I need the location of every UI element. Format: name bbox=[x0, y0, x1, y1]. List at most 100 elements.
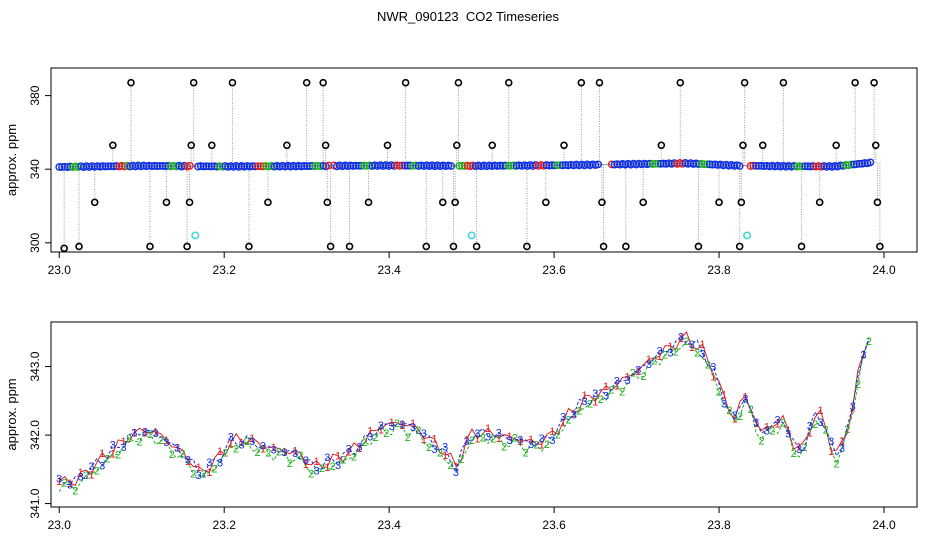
series-1-point: 1 bbox=[88, 470, 94, 482]
outlier-point bbox=[187, 141, 196, 150]
outlier-point bbox=[622, 242, 630, 251]
data-point bbox=[654, 159, 662, 168]
series-3-point: 3 bbox=[217, 458, 223, 470]
data-point bbox=[659, 159, 668, 168]
top-y-axis-label: approx. ppm bbox=[4, 124, 19, 196]
series-2-point: 2 bbox=[297, 450, 303, 462]
data-point bbox=[735, 162, 744, 170]
data-point bbox=[150, 161, 159, 170]
outlier-point bbox=[60, 244, 68, 253]
data-point bbox=[703, 160, 711, 169]
data-point bbox=[556, 161, 564, 170]
series-1-point: 1 bbox=[378, 424, 384, 436]
series-2-point: 2 bbox=[394, 418, 400, 430]
outlier-point bbox=[185, 198, 194, 207]
series-1-point: 1 bbox=[839, 436, 845, 448]
outlier-point bbox=[737, 198, 746, 207]
series-3-point: 3 bbox=[196, 470, 202, 482]
series-2-point: 2 bbox=[608, 384, 614, 396]
series-3-point: 3 bbox=[88, 461, 94, 473]
bottom-y-tick-label: 342.0 bbox=[28, 420, 42, 450]
bottom-x-tick-label: 23.0 bbox=[48, 518, 72, 532]
series-2-point: 2 bbox=[158, 435, 164, 447]
data-point bbox=[697, 159, 706, 168]
series-3-point: 3 bbox=[453, 467, 459, 479]
data-point bbox=[308, 162, 317, 170]
data-point bbox=[458, 161, 466, 170]
series-3-point: 3 bbox=[635, 364, 641, 376]
series-1-point: 1 bbox=[464, 434, 470, 446]
outlier-point bbox=[401, 78, 410, 87]
data-point bbox=[303, 162, 311, 171]
data-point bbox=[708, 160, 717, 169]
series-2-point: 2 bbox=[330, 461, 336, 473]
series-2-point: 2 bbox=[458, 454, 464, 466]
bottom-y-tick-label: 343.0 bbox=[28, 351, 42, 381]
series-3-point: 3 bbox=[657, 345, 663, 357]
series-2-point: 2 bbox=[448, 460, 454, 472]
series-1-point: 1 bbox=[421, 434, 427, 446]
series-2-point: 2 bbox=[437, 448, 443, 460]
series-1-point: 1 bbox=[131, 427, 137, 439]
series-2-point: 2 bbox=[555, 430, 561, 442]
series-1-point: 1 bbox=[678, 333, 684, 345]
data-point bbox=[199, 162, 208, 171]
series-1-point: 1 bbox=[238, 437, 244, 449]
series-2-point: 2 bbox=[169, 449, 175, 461]
outlier-point bbox=[321, 141, 330, 150]
series-1-point: 1 bbox=[549, 426, 555, 438]
series-3-point: 3 bbox=[860, 349, 866, 361]
bottom-y-tick-label: 341.0 bbox=[28, 488, 42, 518]
data-point bbox=[210, 162, 219, 171]
outlier-point bbox=[245, 242, 253, 251]
series-3-point: 3 bbox=[850, 401, 856, 413]
series-3-point: 3 bbox=[710, 361, 716, 373]
series-3-point: 3 bbox=[271, 445, 277, 457]
series-3-point: 3 bbox=[314, 466, 320, 478]
series-1-point: 1 bbox=[442, 450, 448, 462]
series-1-point: 1 bbox=[367, 426, 373, 438]
series-1-point: 1 bbox=[796, 441, 802, 453]
data-point bbox=[746, 162, 755, 170]
data-point bbox=[754, 161, 763, 170]
outlier-point bbox=[472, 242, 481, 251]
series-2-point: 2 bbox=[801, 442, 807, 454]
data-point bbox=[153, 162, 162, 170]
data-point bbox=[398, 161, 407, 170]
series-2-point: 2 bbox=[340, 454, 346, 466]
series-1-point: 1 bbox=[121, 436, 127, 448]
outlier-point bbox=[162, 198, 171, 207]
series-3-point: 3 bbox=[582, 396, 588, 408]
bottom-x-tick-label: 23.2 bbox=[213, 518, 237, 532]
series-2-point: 2 bbox=[716, 387, 722, 399]
data-point bbox=[553, 161, 562, 170]
series-3-point: 3 bbox=[121, 442, 127, 454]
data-point bbox=[798, 162, 807, 171]
series-3-point: 3 bbox=[153, 428, 159, 440]
data-point bbox=[504, 161, 513, 170]
page-title: NWR_090123 CO2 Timeseries bbox=[376, 9, 560, 24]
series-2-point: 2 bbox=[179, 448, 185, 460]
outlier-point bbox=[345, 242, 354, 251]
series-3-point: 3 bbox=[817, 417, 823, 429]
data-point bbox=[354, 161, 363, 170]
data-point bbox=[850, 160, 858, 169]
data-point bbox=[305, 162, 314, 170]
series-3-line bbox=[58, 335, 870, 486]
series-2-point: 2 bbox=[83, 470, 89, 482]
series-3-point: 3 bbox=[528, 439, 534, 451]
data-point bbox=[460, 162, 469, 170]
outlier-point bbox=[438, 198, 447, 207]
outlier-point bbox=[488, 141, 497, 150]
series-1-point: 1 bbox=[560, 417, 566, 429]
series-3-point: 3 bbox=[378, 420, 384, 432]
data-point bbox=[156, 162, 164, 170]
outlier-point bbox=[676, 78, 685, 87]
outlier-point bbox=[323, 198, 332, 207]
series-2-point: 2 bbox=[791, 448, 797, 460]
series-3-point: 3 bbox=[389, 421, 395, 433]
series-1-point: 1 bbox=[775, 418, 781, 430]
series-2-point: 2 bbox=[651, 355, 657, 367]
top-x-tick-label: 23.6 bbox=[542, 263, 566, 277]
series-1-point: 1 bbox=[635, 366, 641, 378]
